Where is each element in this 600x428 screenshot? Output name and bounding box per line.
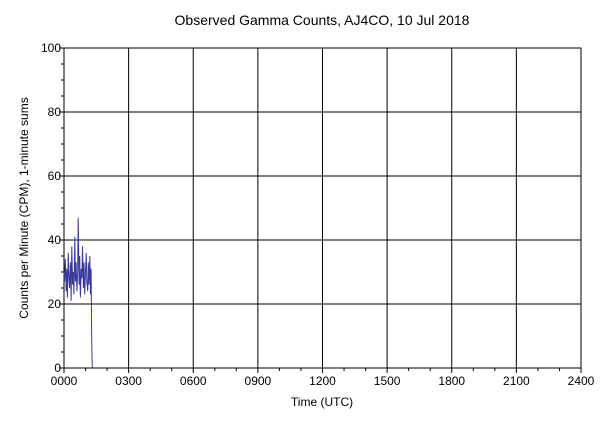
x-tick-label: 0300 bbox=[115, 374, 142, 388]
y-tick-label: 80 bbox=[48, 105, 62, 119]
x-tick-label: 1200 bbox=[309, 374, 336, 388]
x-tick-label: 0600 bbox=[180, 374, 207, 388]
y-axis: 0 20 40 60 80 100 bbox=[41, 41, 64, 375]
y-tick-label: 0 bbox=[54, 361, 61, 375]
y-tick-label: 20 bbox=[48, 297, 62, 311]
x-tick-label: 1500 bbox=[374, 374, 401, 388]
grid bbox=[63, 47, 582, 369]
chart-title: Observed Gamma Counts, AJ4CO, 10 Jul 201… bbox=[175, 12, 470, 28]
x-tick-label: 0000 bbox=[51, 374, 78, 388]
x-tick-label: 1800 bbox=[438, 374, 465, 388]
x-axis: 0000 0300 0600 0900 1200 1500 1800 2100 2400 bbox=[51, 368, 595, 388]
y-axis-label: Counts per Minute (CPM), 1-minute sums bbox=[17, 97, 31, 318]
series-layer bbox=[63, 217, 93, 369]
y-tick-label: 100 bbox=[41, 41, 61, 55]
series-line bbox=[63, 217, 93, 369]
y-tick-label: 40 bbox=[48, 233, 62, 247]
x-tick-label: 0900 bbox=[245, 374, 272, 388]
x-axis-label: Time (UTC) bbox=[291, 395, 353, 409]
x-tick-label: 2400 bbox=[568, 374, 595, 388]
x-tick-label: 2100 bbox=[503, 374, 530, 388]
y-tick-label: 60 bbox=[48, 169, 62, 183]
